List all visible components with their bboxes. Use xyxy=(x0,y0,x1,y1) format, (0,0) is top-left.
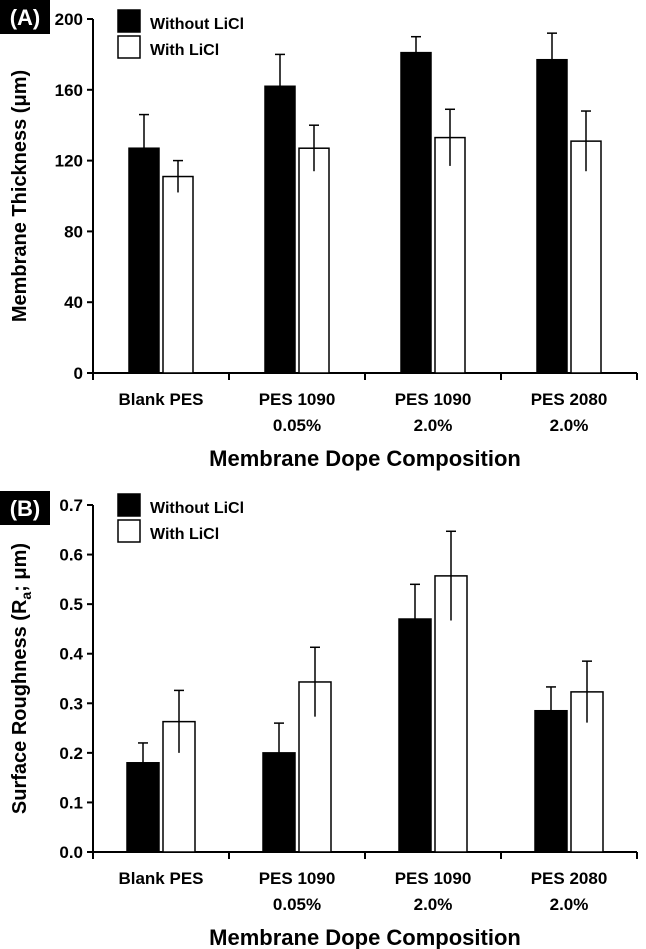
a-bar-without-licl xyxy=(536,58,568,374)
a-x-tick-label: PES 1090 xyxy=(259,390,336,409)
a-bar-with-licl xyxy=(570,140,602,374)
b-x-tick-label: PES 1090 xyxy=(259,869,336,888)
a-x-tick-label: PES 1090 xyxy=(395,390,472,409)
b-y-axis-title-part: ; μm) xyxy=(9,543,31,592)
b-y-axis-title-part: Surface Roughness (R xyxy=(9,599,31,814)
b-x-tick-label: PES 2080 xyxy=(531,869,608,888)
b-y-tick-label: 0.0 xyxy=(59,843,83,862)
a-legend-label: Without LiCl xyxy=(150,16,244,33)
a-bar-without-licl xyxy=(128,147,160,374)
a-y-tick-label: 200 xyxy=(55,10,83,29)
a-y-tick-label: 120 xyxy=(55,152,83,171)
b-x-tick-label: PES 1090 xyxy=(395,869,472,888)
a-x-tick-label: PES 2080 xyxy=(531,390,608,409)
b-legend-label: Without LiCl xyxy=(150,500,244,517)
a-y-tick-label: 0 xyxy=(74,364,83,383)
a-y-axis-title: Membrane Thickness (μm) xyxy=(9,70,31,322)
b-y-tick-label: 0.2 xyxy=(59,744,83,763)
b-legend-swatch xyxy=(117,493,141,517)
a-x-tick-label: 0.05% xyxy=(273,416,321,435)
a-legend-label: With LiCl xyxy=(150,42,219,59)
a-panel-label-box xyxy=(0,0,50,34)
b-y-tick-label: 0.1 xyxy=(59,793,83,812)
a-bar-with-licl xyxy=(434,136,466,374)
a-bar-without-licl xyxy=(264,85,296,374)
a-x-axis-title: Membrane Dope Composition xyxy=(209,446,521,471)
b-y-tick-label: 0.3 xyxy=(59,694,83,713)
b-bar-without-licl xyxy=(398,618,432,853)
a-x-tick-label: 2.0% xyxy=(414,416,453,435)
b-x-tick-label: 0.05% xyxy=(273,895,321,914)
b-legend-swatch xyxy=(117,519,141,543)
b-y-tick-label: 0.4 xyxy=(59,645,83,664)
a-legend-swatch xyxy=(117,9,141,33)
b-y-tick-label: 0.5 xyxy=(59,595,83,614)
b-x-axis-title: Membrane Dope Composition xyxy=(209,925,521,949)
b-y-axis-title: Surface Roughness (Ra; μm) xyxy=(9,543,34,814)
b-x-tick-label: 2.0% xyxy=(414,895,453,914)
a-legend-swatch xyxy=(117,35,141,59)
b-legend-label: With LiCl xyxy=(150,526,219,543)
b-panel-label: (B) xyxy=(10,496,41,521)
a-y-tick-label: 80 xyxy=(64,222,83,241)
roughness-chart-panel: (B) 0.0 0.1 0.2 0.3 0.4 0.5 0.6 0.7 Blank PES PES … xyxy=(0,474,646,949)
b-y-axis-title-subscript: a xyxy=(18,592,34,600)
thickness-chart-panel: (A) 0 40 80 120 160 200 Blank PES PES 1090 0.05% P… xyxy=(0,0,646,474)
b-x-tick-label: Blank PES xyxy=(118,869,203,888)
b-y-tick-label: 0.7 xyxy=(59,496,83,515)
a-bar-without-licl xyxy=(400,51,432,374)
b-y-tick-label: 0.6 xyxy=(59,546,83,565)
a-bar-with-licl xyxy=(298,147,330,374)
a-x-tick-label: Blank PES xyxy=(118,390,203,409)
b-x-tick-label: 2.0% xyxy=(550,895,589,914)
a-x-tick-label: 2.0% xyxy=(550,416,589,435)
a-bar-with-licl xyxy=(162,175,194,374)
a-y-tick-label: 40 xyxy=(64,293,83,312)
roughness-chart: (B) 0.0 0.1 0.2 0.3 0.4 0.5 0.6 0.7 Blank PES PES … xyxy=(0,491,638,949)
b-panel-label-box xyxy=(0,491,50,525)
a-panel-label: (A) xyxy=(10,5,41,30)
thickness-chart: (A) 0 40 80 120 160 200 Blank PES PES 1090 0.05% P… xyxy=(0,0,638,471)
a-y-tick-label: 160 xyxy=(55,81,83,100)
